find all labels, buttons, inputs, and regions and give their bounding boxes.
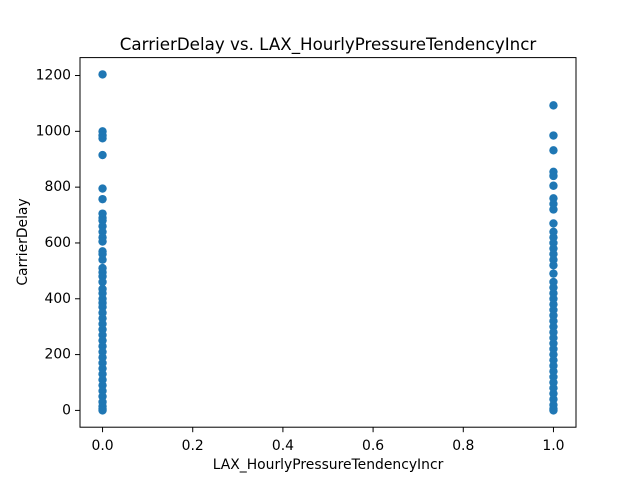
point — [549, 146, 558, 155]
point — [549, 205, 558, 214]
point — [98, 134, 107, 143]
point — [98, 237, 107, 246]
point — [549, 219, 558, 228]
point — [98, 194, 107, 204]
point — [98, 277, 107, 287]
y-tick-label: 1200 — [36, 68, 71, 84]
point — [98, 150, 107, 160]
point — [549, 269, 558, 278]
point — [549, 171, 558, 181]
point — [549, 181, 558, 190]
y-tick-label: 1000 — [36, 123, 71, 139]
point — [549, 406, 558, 415]
x-tick-label: 0.4 — [272, 438, 294, 454]
point — [98, 255, 107, 264]
x-axis-label: LAX_HourlyPressureTendencyIncr — [213, 457, 444, 473]
y-tick-label: 200 — [44, 347, 71, 363]
y-tick-label: 600 — [44, 235, 71, 251]
point — [549, 261, 558, 270]
point — [98, 184, 107, 193]
y-tick-label: 400 — [44, 291, 71, 307]
y-axis-label: CarrierDelay — [15, 198, 31, 285]
point — [549, 101, 558, 110]
plot-frame — [79, 57, 577, 428]
chart-title: CarrierDelay vs. LAX_HourlyPressureTende… — [120, 34, 537, 55]
x-tick-label: 0.0 — [91, 438, 113, 454]
x-tick-label: 0.6 — [362, 438, 384, 454]
x-tick-label: 1.0 — [542, 438, 564, 454]
x-tick-label: 0.8 — [452, 438, 474, 454]
point — [98, 70, 107, 79]
y-tick-label: 800 — [44, 179, 71, 195]
point — [98, 406, 107, 415]
point — [549, 131, 558, 140]
x-tick-label: 0.2 — [182, 438, 204, 454]
y-tick-label: 0 — [62, 402, 71, 418]
